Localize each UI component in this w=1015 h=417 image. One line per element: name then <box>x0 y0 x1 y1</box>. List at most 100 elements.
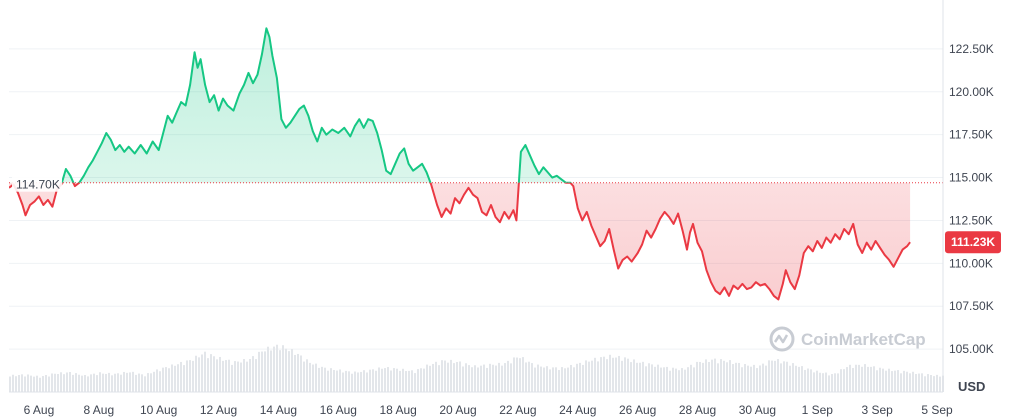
volume-bar <box>492 364 494 392</box>
volume-bar <box>621 360 623 392</box>
watermark-text: CoinMarketCap <box>801 330 926 349</box>
volume-bar <box>813 372 815 392</box>
volume-bar <box>291 348 293 392</box>
volume-bar <box>141 374 143 392</box>
volume-bar <box>474 365 476 392</box>
volume-bar <box>723 360 725 392</box>
volume-bar <box>672 367 674 392</box>
volume-bar <box>516 357 518 392</box>
volume-bar <box>597 361 599 392</box>
volume-bar <box>888 368 890 392</box>
volume-bars <box>9 344 944 392</box>
volume-bar <box>582 364 584 392</box>
volume-bar <box>66 372 68 392</box>
x-tick-label: 24 Aug <box>559 403 596 417</box>
y-tick-label: 107.50K <box>949 299 994 313</box>
volume-bar <box>468 365 470 392</box>
volume-bar <box>27 374 29 392</box>
volume-bar <box>486 367 488 392</box>
volume-bar <box>912 371 914 392</box>
volume-bar <box>90 374 92 392</box>
volume-bar <box>234 361 236 392</box>
volume-bar <box>801 366 803 392</box>
volume-bar <box>129 372 131 392</box>
volume-bar <box>747 365 749 392</box>
volume-bar <box>393 368 395 392</box>
volume-bar <box>9 376 11 392</box>
volume-bar <box>897 370 899 392</box>
volume-bar <box>231 364 233 392</box>
volume-bar <box>120 374 122 392</box>
volume-bar <box>117 373 119 392</box>
volume-bar <box>702 362 704 392</box>
price-line-above <box>60 27 572 183</box>
x-tick-label: 30 Aug <box>739 403 776 417</box>
volume-bar <box>258 351 260 392</box>
volume-bar <box>372 369 374 392</box>
volume-bar <box>867 366 869 392</box>
volume-bar <box>714 358 716 392</box>
y-tick-label: 110.00K <box>949 256 993 270</box>
volume-bar <box>858 364 860 392</box>
volume-bar <box>612 357 614 392</box>
volume-bar <box>795 365 797 392</box>
volume-bar <box>627 358 629 392</box>
volume-bar <box>555 367 557 392</box>
volume-bar <box>933 376 935 392</box>
volume-bar <box>315 363 317 392</box>
volume-bar <box>159 371 161 392</box>
volume-bar <box>324 367 326 392</box>
volume-bar <box>717 363 719 392</box>
volume-bar <box>375 370 377 392</box>
volume-bar <box>24 376 26 392</box>
volume-bar <box>660 367 662 392</box>
volume-bar <box>219 356 221 392</box>
volume-bar <box>804 369 806 392</box>
volume-bar <box>681 368 683 392</box>
volume-bar <box>30 375 32 392</box>
volume-bar <box>819 372 821 392</box>
volume-bar <box>798 366 800 392</box>
volume-bar <box>846 367 848 392</box>
volume-bar <box>648 363 650 392</box>
volume-bar <box>72 374 74 392</box>
volume-bar <box>687 367 689 392</box>
volume-bar <box>744 364 746 392</box>
volume-bar <box>570 364 572 392</box>
volume-bar <box>363 370 365 392</box>
volume-bar <box>843 369 845 392</box>
volume-bar <box>495 365 497 392</box>
volume-bar <box>618 355 620 392</box>
volume-bar <box>282 345 284 392</box>
volume-bar <box>246 361 248 392</box>
volume-bar <box>339 369 341 392</box>
volume-bar <box>720 359 722 392</box>
volume-bar <box>543 367 545 392</box>
volume-bar <box>738 362 740 392</box>
x-tick-label: 3 Sep <box>861 403 893 417</box>
x-axis: 6 Aug 8 Aug 10 Aug 12 Aug 14 Aug 16 Aug 18 Aug… <box>24 403 953 417</box>
volume-bar <box>903 370 905 392</box>
volume-bar <box>312 364 314 392</box>
y-tick-label: 117.50K <box>949 128 993 142</box>
volume-bar <box>135 374 137 392</box>
volume-bar <box>519 358 521 392</box>
volume-bar <box>132 371 134 392</box>
volume-bar <box>411 370 413 392</box>
volume-bar <box>630 362 632 392</box>
volume-bar <box>522 357 524 392</box>
volume-bar <box>906 371 908 392</box>
volume-bar <box>240 362 242 392</box>
volume-bar <box>759 365 761 392</box>
x-tick-label: 26 Aug <box>619 403 656 417</box>
volume-bar <box>60 372 62 392</box>
volume-bar <box>741 367 743 392</box>
volume-bar <box>642 361 644 392</box>
volume-bar <box>108 372 110 392</box>
volume-bar <box>279 350 281 392</box>
volume-bar <box>708 362 710 392</box>
volume-bar <box>849 364 851 392</box>
volume-bar <box>561 367 563 392</box>
volume-bar <box>600 357 602 392</box>
